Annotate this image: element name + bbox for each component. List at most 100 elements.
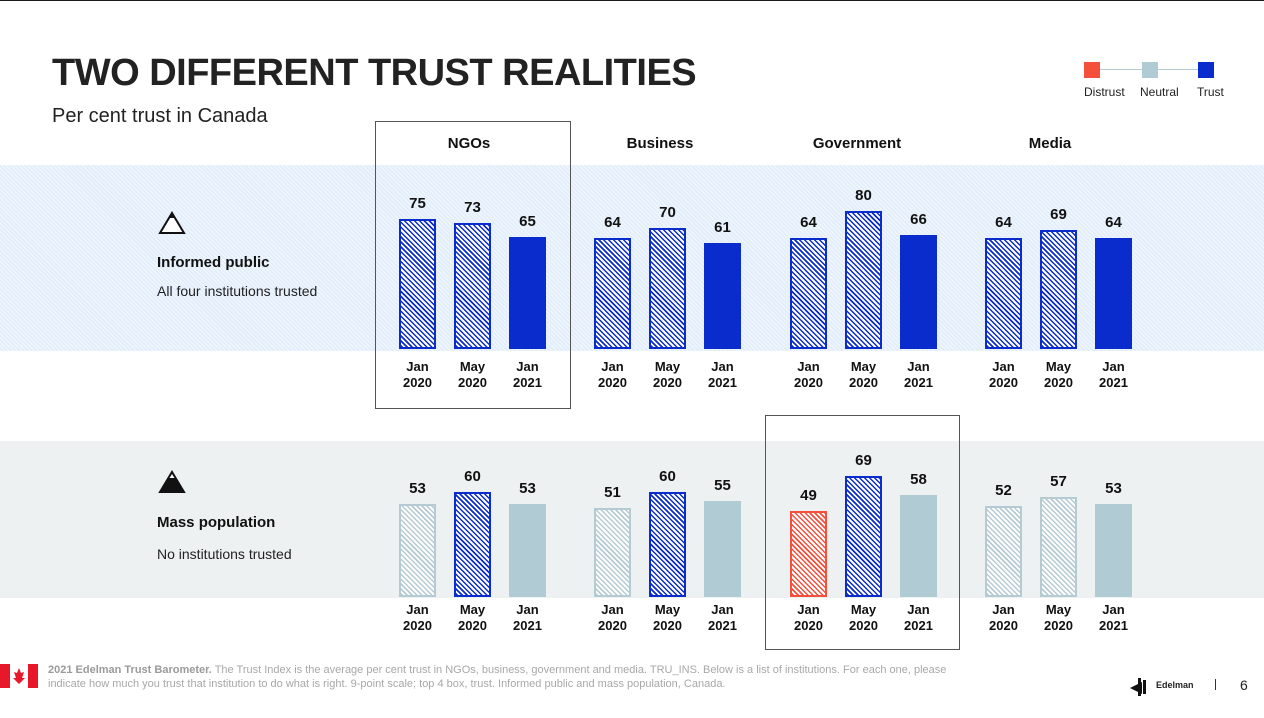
bar-informed-media-may-2020: [1040, 230, 1077, 349]
category-label-informed-ngos-may-2020: May 2020: [443, 359, 503, 391]
category-label-informed-ngos-jan-2021: Jan 2021: [498, 359, 558, 391]
mountain-icon: [158, 470, 186, 493]
category-label-informed-media-jan-2021: Jan 2021: [1084, 359, 1144, 391]
category-month: Jan: [601, 602, 624, 617]
mass-population-label: Mass population: [157, 514, 276, 531]
category-label-informed-government-jan-2020: Jan 2020: [779, 359, 839, 391]
source-note-text: The Trust Index is the average per cent …: [48, 664, 947, 690]
bar-informed-government-may-2020: [845, 211, 882, 349]
category-label-informed-business-jan-2020: Jan 2020: [583, 359, 643, 391]
value-label-mass-media-jan-2021: 53: [1105, 480, 1122, 497]
category-year: 2021: [513, 375, 542, 390]
category-year: 2020: [1044, 618, 1073, 633]
category-label-mass-ngos-may-2020: May 2020: [443, 602, 503, 634]
value-label-informed-business-jan-2021: 61: [714, 219, 731, 236]
value-label-informed-government-may-2020: 80: [855, 187, 872, 204]
category-label-mass-ngos-jan-2020: Jan 2020: [388, 602, 448, 634]
legend: Distrust Neutral Trust: [1070, 60, 1240, 104]
value-label-mass-business-jan-2020: 51: [604, 484, 621, 501]
bar-informed-media-jan-2020: [985, 238, 1022, 349]
bar-informed-ngos-jan-2021: [509, 237, 546, 349]
category-label-mass-government-jan-2021: Jan 2021: [889, 602, 949, 634]
bar-mass-government-jan-2021: [900, 495, 937, 597]
category-year: 2020: [1044, 375, 1073, 390]
category-month: Jan: [406, 602, 429, 617]
legend-swatch-neutral: [1142, 62, 1158, 78]
category-label-mass-government-jan-2020: Jan 2020: [779, 602, 839, 634]
category-month: May: [850, 602, 877, 617]
value-label-mass-ngos-jan-2020: 53: [409, 480, 426, 497]
category-month: Jan: [601, 359, 624, 374]
bar-informed-government-jan-2020: [790, 238, 827, 349]
category-label-mass-business-may-2020: May 2020: [638, 602, 698, 634]
bar-informed-government-jan-2021: [900, 235, 937, 349]
informed-public-desc: All four institutions trusted: [157, 283, 318, 299]
category-year: 2020: [849, 375, 878, 390]
category-month: Jan: [1102, 359, 1125, 374]
category-year: 2020: [653, 618, 682, 633]
category-year: 2020: [458, 375, 487, 390]
category-label-informed-government-jan-2021: Jan 2021: [889, 359, 949, 391]
source-note: 2021 Edelman Trust Barometer. The Trust …: [48, 663, 978, 691]
category-label-informed-ngos-jan-2020: Jan 2020: [388, 359, 448, 391]
category-label-informed-media-may-2020: May 2020: [1029, 359, 1089, 391]
bar-mass-government-jan-2020: [790, 511, 827, 597]
category-year: 2020: [989, 618, 1018, 633]
highlight-box-informed-ngos: [375, 121, 571, 409]
category-month: Jan: [516, 359, 539, 374]
category-month: Jan: [907, 602, 930, 617]
category-month: May: [850, 359, 877, 374]
category-year: 2020: [849, 618, 878, 633]
category-month: Jan: [992, 359, 1015, 374]
category-label-informed-business-jan-2021: Jan 2021: [693, 359, 753, 391]
value-label-informed-business-jan-2020: 64: [604, 214, 621, 231]
category-month: May: [459, 359, 486, 374]
category-month: Jan: [992, 602, 1015, 617]
category-label-mass-business-jan-2021: Jan 2021: [693, 602, 753, 634]
bar-informed-business-may-2020: [649, 228, 686, 349]
value-label-informed-media-jan-2020: 64: [995, 214, 1012, 231]
bar-mass-business-may-2020: [649, 492, 686, 597]
triangle-outline-icon: [158, 211, 186, 234]
bar-mass-business-jan-2021: [704, 501, 741, 597]
category-month: Jan: [516, 602, 539, 617]
value-label-mass-media-jan-2020: 52: [995, 482, 1012, 499]
legend-swatch-trust: [1198, 62, 1214, 78]
category-month: Jan: [797, 602, 820, 617]
category-label-mass-ngos-jan-2021: Jan 2021: [498, 602, 558, 634]
category-year: 2020: [403, 375, 432, 390]
institution-heading-business: Business: [626, 135, 694, 152]
value-label-informed-ngos-jan-2021: 65: [519, 213, 536, 230]
category-month: May: [654, 602, 681, 617]
category-year: 2020: [653, 375, 682, 390]
category-month: Jan: [1102, 602, 1125, 617]
value-label-informed-business-may-2020: 70: [659, 204, 676, 221]
institution-heading-media: Media: [1028, 135, 1072, 152]
bar-informed-business-jan-2021: [704, 243, 741, 349]
bar-informed-ngos-may-2020: [454, 223, 491, 349]
highlight-box-mass-government: [765, 415, 960, 650]
category-year: 2020: [598, 618, 627, 633]
category-label-mass-media-may-2020: May 2020: [1029, 602, 1089, 634]
informed-public-label: Informed public: [157, 254, 270, 271]
value-label-mass-media-may-2020: 57: [1050, 473, 1067, 490]
edelman-logo-icon: [1130, 678, 1146, 696]
bar-mass-media-jan-2021: [1095, 504, 1132, 597]
category-year: 2021: [1099, 618, 1128, 633]
category-year: 2020: [458, 618, 487, 633]
category-year: 2020: [794, 375, 823, 390]
category-label-informed-government-may-2020: May 2020: [834, 359, 894, 391]
page-title: TWO DIFFERENT TRUST REALITIES: [52, 52, 697, 94]
category-year: 2021: [904, 618, 933, 633]
value-label-informed-media-may-2020: 69: [1050, 206, 1067, 223]
value-label-informed-government-jan-2020: 64: [800, 214, 817, 231]
category-label-mass-business-jan-2020: Jan 2020: [583, 602, 643, 634]
category-year: 2020: [403, 618, 432, 633]
legend-label-trust: Trust: [1197, 85, 1224, 99]
category-month: Jan: [711, 359, 734, 374]
value-label-informed-media-jan-2021: 64: [1105, 214, 1122, 231]
canada-flag-icon: [0, 664, 38, 688]
category-month: Jan: [907, 359, 930, 374]
value-label-mass-government-jan-2020: 49: [800, 487, 817, 504]
mass-population-desc: No institutions trusted: [157, 546, 292, 562]
